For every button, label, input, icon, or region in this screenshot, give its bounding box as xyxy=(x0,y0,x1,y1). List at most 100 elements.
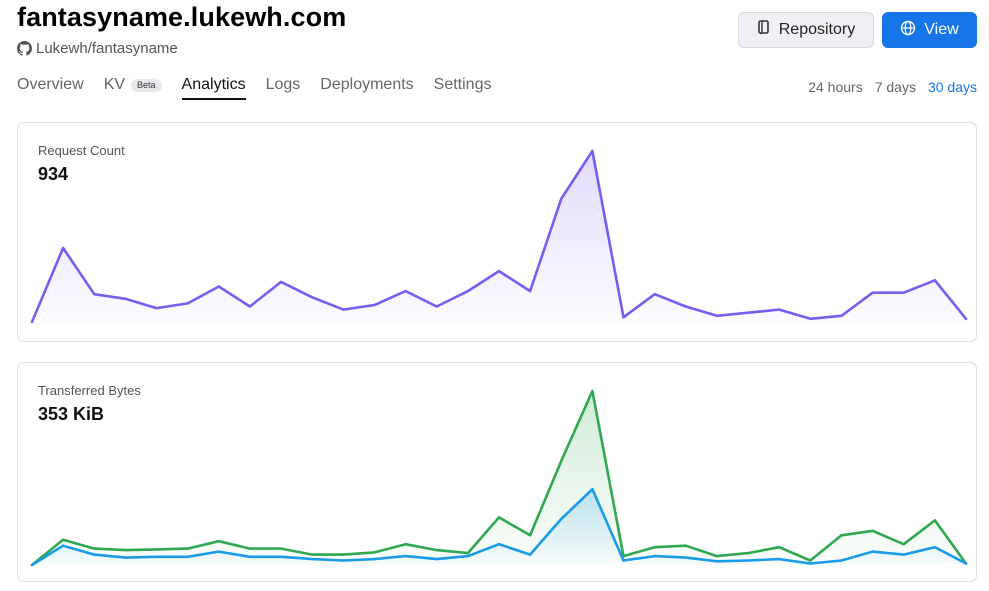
request-count-series-0-point xyxy=(778,308,781,311)
transferred-bytes-series-0-point xyxy=(186,547,189,550)
transferred-bytes-series-0-point xyxy=(466,551,470,555)
request-count-series-0-point xyxy=(279,280,283,284)
tab-deployments[interactable]: Deployments xyxy=(320,76,413,100)
transferred-bytes-series-0-point xyxy=(528,534,532,537)
tab-overview[interactable]: Overview xyxy=(17,76,84,100)
request-count-series-0-point xyxy=(124,297,127,300)
tab-label: KV xyxy=(103,76,126,93)
request-count-series-0-point xyxy=(466,289,470,293)
request-count-series-0-point xyxy=(30,320,34,324)
transferred-bytes-series-1-point xyxy=(778,557,781,561)
transferred-bytes-series-1-point xyxy=(217,550,220,553)
github-icon xyxy=(17,41,32,56)
tab-label: Logs xyxy=(265,76,301,93)
request-count-series-0-point xyxy=(840,314,843,317)
transferred-bytes-series-1-point xyxy=(311,557,314,561)
transferred-bytes-series-0-point xyxy=(279,547,283,550)
transferred-bytes-series-0-point xyxy=(435,548,438,552)
transferred-bytes-series-0-point xyxy=(342,553,345,556)
repo-name: Lukewh/fantasyname xyxy=(36,40,178,57)
request-count-series-0-point xyxy=(248,305,252,308)
transferred-bytes-series-1-point xyxy=(653,554,656,558)
transferred-bytes-series-1-point xyxy=(466,554,470,558)
transferred-bytes-series-0-point xyxy=(124,548,127,552)
request-count-series-0-point xyxy=(746,311,750,314)
transferred-bytes-series-0-point xyxy=(61,538,65,541)
request-count-series-0-point xyxy=(528,289,532,293)
transferred-bytes-chart xyxy=(30,389,968,567)
request-count-series-0-point xyxy=(155,306,158,310)
tab-label: Deployments xyxy=(320,76,414,93)
transferred-bytes-value: 353 KiB xyxy=(38,404,105,424)
request-count-series-0-point xyxy=(342,308,345,311)
transferred-bytes-series-1-point xyxy=(964,562,968,565)
transferred-bytes-series-1-point xyxy=(435,557,438,561)
transferred-bytes-series-0-point xyxy=(497,516,501,519)
request-count-series-0-point xyxy=(684,305,687,308)
transferred-bytes-series-0-point xyxy=(373,551,376,554)
view-button[interactable]: View xyxy=(882,12,977,48)
transferred-bytes-series-1-point xyxy=(279,555,283,558)
transferred-bytes-series-1-point xyxy=(404,554,407,558)
transferred-bytes-series-1-point xyxy=(30,563,34,567)
transferred-bytes-series-0-point xyxy=(93,547,96,550)
transferred-bytes-series-0-point xyxy=(684,544,687,547)
transferred-bytes-series-0-area xyxy=(32,391,966,565)
request-count-series-0-point xyxy=(715,314,719,317)
transferred-bytes-series-1-point xyxy=(186,555,189,558)
repo-link[interactable]: Lukewh/fantasyname xyxy=(17,40,178,57)
transferred-bytes-series-1-point xyxy=(809,562,812,565)
transferred-bytes-series-1-point xyxy=(560,517,563,521)
transferred-bytes-series-1-point xyxy=(840,559,843,562)
transferred-bytes-series-1-point xyxy=(373,557,376,561)
repository-button-label: Repository xyxy=(778,21,856,38)
request-count-series-0-point xyxy=(93,293,96,296)
transferred-bytes-series-0-point xyxy=(933,519,937,522)
time-range-selector: 24 hours 7 days 30 days xyxy=(808,79,977,95)
transferred-bytes-series-1-point xyxy=(591,488,594,491)
transferred-bytes-series-1-point xyxy=(61,544,65,547)
request-count-series-0-point xyxy=(933,279,937,282)
transferred-bytes-card: Transferred Bytes 353 KiB xyxy=(17,362,977,582)
transferred-bytes-series-1-point xyxy=(342,559,345,562)
request-count-series-0-point xyxy=(560,197,563,200)
transferred-bytes-series-1-point xyxy=(684,556,687,559)
tab-analytics[interactable]: Analytics xyxy=(181,76,246,100)
tab-label: Analytics xyxy=(181,76,246,93)
request-count-series-0-area xyxy=(32,151,966,325)
transferred-bytes-series-0-point xyxy=(840,534,843,537)
request-count-series-0-point xyxy=(497,269,501,273)
repository-button[interactable]: Repository xyxy=(738,12,874,48)
request-count-value: 934 xyxy=(38,164,69,184)
transferred-bytes-series-0-point xyxy=(715,554,719,558)
transferred-bytes-series-0-point xyxy=(155,548,158,551)
request-count-card: Request Count 934 xyxy=(17,122,977,342)
request-count-series-0-point xyxy=(61,246,65,250)
transferred-bytes-series-1-point xyxy=(528,553,532,556)
transferred-bytes-series-0-point xyxy=(902,543,905,546)
transferred-bytes-series-1-point xyxy=(933,546,937,549)
range-24-hours[interactable]: 24 hours xyxy=(808,79,863,95)
tab-logs[interactable]: Logs xyxy=(266,76,301,100)
range-30-days[interactable]: 30 days xyxy=(927,79,977,95)
beta-badge: Beta xyxy=(131,78,162,92)
tab-kv[interactable]: KV Beta xyxy=(104,76,162,100)
transferred-bytes-series-1-area xyxy=(32,489,966,565)
request-count-label: Request Count xyxy=(38,143,125,158)
transferred-bytes-series-0-point xyxy=(248,547,252,550)
tab-settings[interactable]: Settings xyxy=(434,76,492,100)
transferred-bytes-series-0-point xyxy=(404,543,407,546)
request-count-series-0-point xyxy=(404,289,407,293)
request-count-series-0-point xyxy=(622,316,625,319)
request-count-series-0-point xyxy=(653,293,656,296)
request-count-series-0-point xyxy=(217,285,220,288)
transferred-bytes-series-1-point xyxy=(746,559,750,562)
range-7-days[interactable]: 7 days xyxy=(874,79,916,95)
transferred-bytes-series-1-point xyxy=(497,543,501,546)
transferred-bytes-series-0-point xyxy=(778,546,781,549)
tab-label: Overview xyxy=(17,76,84,93)
request-count-series-0-point xyxy=(435,305,438,308)
transferred-bytes-series-1-point xyxy=(715,560,719,563)
transferred-bytes-series-1-point xyxy=(902,553,905,556)
transferred-bytes-series-1-point xyxy=(622,559,625,562)
